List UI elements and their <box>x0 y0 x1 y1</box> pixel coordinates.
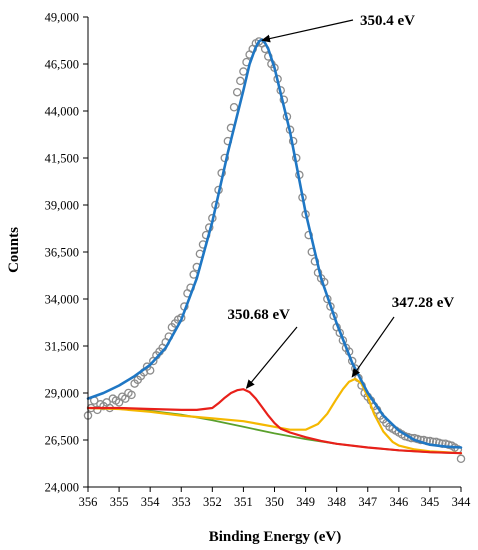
peak-annotation-label: 350.68 eV <box>228 307 291 323</box>
tick-labels-layer: 24,000 26,500 29,000 31,500 34,000 36,500 39,0… <box>45 11 472 510</box>
data-point-marker <box>304 230 313 240</box>
x-axis-title: Binding Energy (eV) <box>209 529 342 545</box>
peak-annotation-arrow <box>245 326 298 389</box>
x-tick-label: 353 <box>172 495 191 509</box>
y-tick-label: 29,000 <box>45 387 79 401</box>
x-tick-label: 349 <box>296 495 315 509</box>
data-point-marker <box>127 390 136 400</box>
axes-layer <box>83 16 462 492</box>
y-tick-label: 49,000 <box>45 11 79 25</box>
data-point-marker <box>229 102 239 112</box>
y-tick-label: 44,000 <box>45 105 79 119</box>
y-tick-label: 26,500 <box>45 434 79 448</box>
x-tick-label: 348 <box>327 495 346 509</box>
y-tick-label: 31,500 <box>45 340 79 354</box>
data-point-marker <box>407 433 416 443</box>
x-tick-label: 354 <box>141 495 161 509</box>
y-tick-label: 34,000 <box>45 293 79 307</box>
fit-lines-layer <box>86 38 463 455</box>
y-tick-label: 41,500 <box>45 152 79 166</box>
data-point-marker <box>456 454 466 464</box>
y-tick-label: 46,500 <box>45 58 79 72</box>
x-tick-label: 350 <box>265 495 284 509</box>
component-350.68-line <box>86 388 463 455</box>
x-tick-label: 351 <box>234 495 253 509</box>
y-tick-label: 24,000 <box>45 481 79 495</box>
x-tick-label: 347 <box>358 495 377 509</box>
x-tick-label: 345 <box>421 495 440 509</box>
envelope-fit-line <box>86 38 463 449</box>
data-points-layer <box>83 37 466 464</box>
annotations-layer: 350.4 eV 350.68 eV 347.28 eV <box>228 13 455 389</box>
y-axis-title: Counts <box>6 227 22 273</box>
data-point-marker <box>145 366 155 375</box>
peak-annotation-label: 347.28 eV <box>392 295 455 311</box>
peak-annotation-arrow <box>351 316 395 378</box>
x-tick-label: 352 <box>203 495 222 509</box>
data-point-marker <box>310 257 320 266</box>
peak-annotation-label: 350.4 eV <box>360 13 415 29</box>
y-tick-label: 36,500 <box>45 246 79 260</box>
x-tick-label: 356 <box>79 495 98 509</box>
component-347.28-line <box>86 377 463 455</box>
x-tick-label: 346 <box>389 495 408 509</box>
y-tick-label: 39,000 <box>45 199 79 213</box>
data-point-marker <box>232 87 242 97</box>
peak-annotation-arrow <box>261 19 354 43</box>
x-tick-label: 355 <box>110 495 129 509</box>
data-point-marker <box>236 76 245 86</box>
x-tick-label: 344 <box>452 495 472 509</box>
